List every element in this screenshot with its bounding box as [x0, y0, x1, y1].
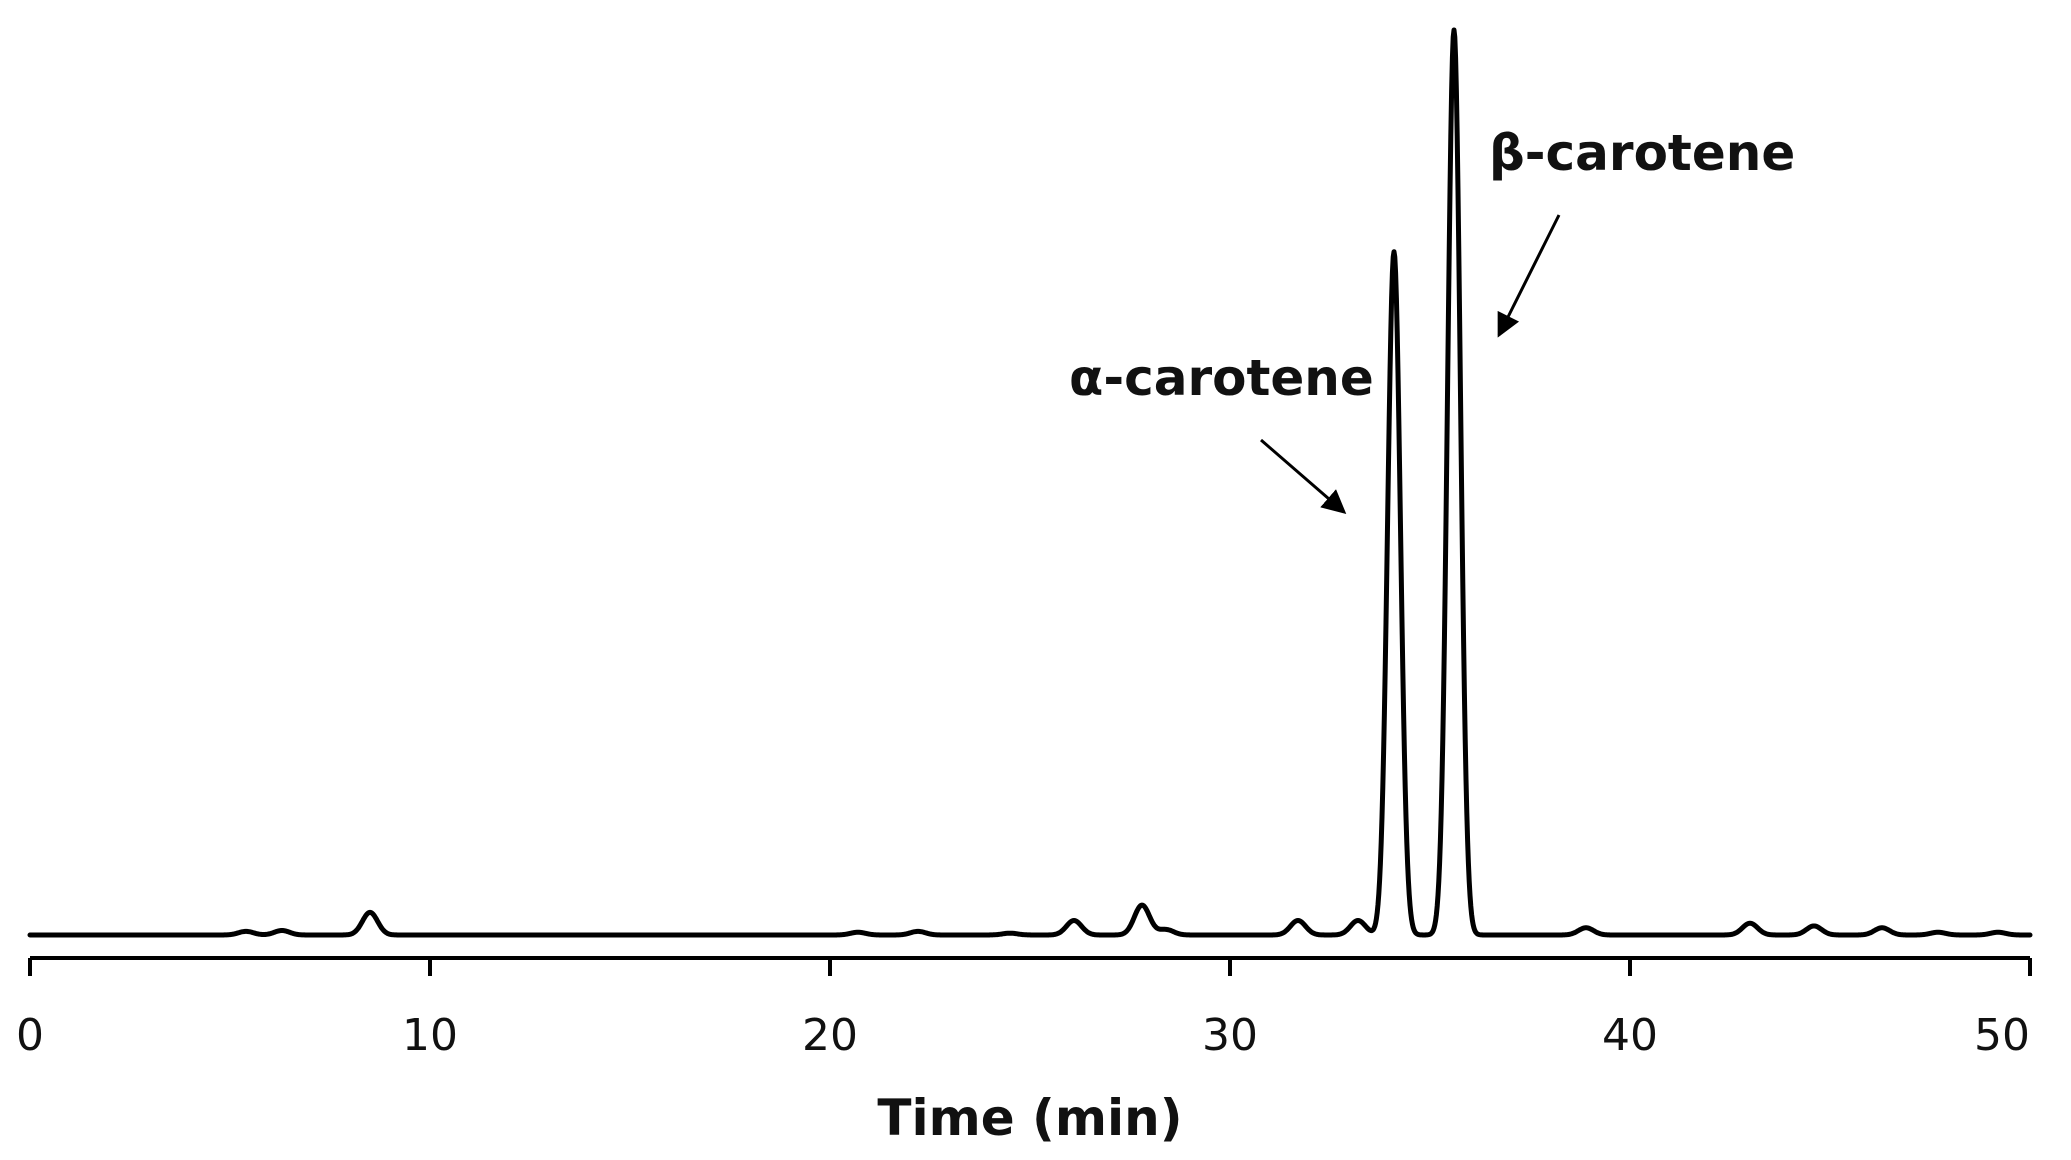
x-tick-label: 20 — [802, 1010, 858, 1061]
alpha-carotene-label: α-carotene — [1069, 349, 1374, 407]
x-axis-title: Time (min) — [877, 1089, 1182, 1147]
x-tick-label: 0 — [16, 1010, 44, 1061]
x-tick-label: 30 — [1202, 1010, 1258, 1061]
x-axis-tick-labels: 0 10 20 30 40 50 — [16, 1010, 2030, 1061]
x-tick-label: 50 — [1974, 1010, 2030, 1061]
x-tick-label: 40 — [1602, 1010, 1658, 1061]
beta-carotene-arrow — [1497, 214, 1561, 338]
x-axis-ticks — [28, 958, 2032, 976]
beta-carotene-label: β-carotene — [1489, 124, 1795, 182]
peak-annotations: α-carotene β-carotene — [1069, 124, 1795, 514]
alpha-carotene-arrow — [1260, 438, 1347, 514]
x-tick-label: 10 — [402, 1010, 458, 1061]
chromatogram-trace — [27, 27, 2033, 938]
